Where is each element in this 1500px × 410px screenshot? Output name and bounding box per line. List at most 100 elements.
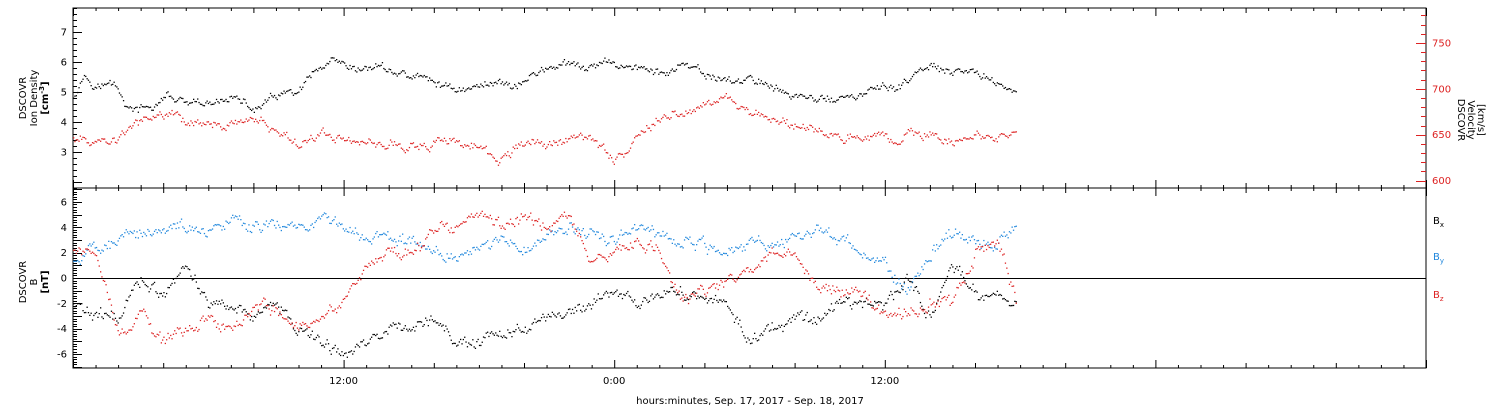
data-point — [585, 237, 587, 239]
data-point — [762, 260, 764, 262]
data-point — [806, 311, 808, 314]
data-point — [843, 295, 845, 297]
data-point — [852, 245, 854, 247]
data-point — [937, 137, 939, 139]
data-point — [147, 286, 149, 288]
data-point — [326, 134, 328, 136]
data-point — [925, 260, 927, 262]
data-point — [930, 260, 932, 262]
data-point — [976, 70, 978, 72]
data-point — [399, 72, 401, 75]
data-point — [232, 214, 234, 216]
data-point — [304, 329, 307, 331]
data-point — [558, 312, 560, 314]
data-point — [389, 139, 392, 141]
data-point — [617, 248, 620, 250]
data-point — [168, 112, 170, 114]
data-point — [416, 145, 419, 148]
data-point — [180, 267, 183, 269]
data-point — [349, 351, 351, 353]
data-point — [611, 235, 613, 238]
data-point — [635, 240, 637, 242]
data-point — [731, 99, 733, 101]
data-point — [925, 136, 927, 138]
data-point — [945, 299, 947, 301]
data-point — [660, 118, 663, 120]
data-point — [892, 298, 895, 301]
data-point — [398, 143, 400, 145]
data-point — [740, 82, 742, 84]
data-point — [609, 236, 611, 238]
data-point — [240, 324, 242, 326]
data-point — [701, 72, 703, 75]
data-point — [464, 252, 466, 254]
data-point — [980, 246, 982, 248]
data-point — [888, 294, 891, 296]
data-point — [607, 292, 609, 294]
data-point — [288, 224, 291, 226]
data-point — [371, 141, 373, 144]
data-point — [468, 87, 470, 89]
data-point — [696, 244, 698, 246]
data-point — [945, 279, 947, 281]
data-point — [147, 106, 149, 108]
data-point — [434, 251, 436, 253]
data-point — [710, 104, 713, 106]
data-point — [164, 114, 166, 116]
data-point — [772, 90, 775, 92]
data-point — [136, 231, 138, 233]
data-point — [975, 290, 977, 292]
data-point — [152, 333, 154, 335]
data-point — [101, 138, 103, 140]
data-point — [325, 314, 327, 316]
data-point — [768, 330, 771, 332]
data-point — [687, 67, 690, 69]
data-point — [824, 97, 826, 100]
data-point — [465, 252, 467, 254]
data-point — [665, 115, 667, 117]
data-point — [640, 304, 642, 306]
data-point — [600, 237, 602, 239]
data-point — [535, 219, 537, 222]
data-point — [875, 88, 877, 90]
data-point — [527, 140, 529, 142]
data-point — [87, 244, 90, 247]
data-point — [449, 257, 451, 259]
data-point — [360, 237, 362, 239]
data-point — [105, 312, 107, 314]
data-point — [206, 100, 208, 102]
data-point — [396, 327, 398, 329]
data-point — [782, 89, 784, 91]
data-point — [162, 99, 164, 101]
data-point — [500, 83, 502, 85]
data-point — [665, 234, 667, 236]
data-point — [964, 239, 966, 241]
data-point — [329, 60, 331, 63]
data-point — [741, 106, 744, 108]
data-point — [837, 99, 839, 101]
data-point — [570, 62, 572, 64]
data-point — [550, 231, 552, 233]
data-point — [627, 66, 629, 68]
data-point — [837, 302, 839, 304]
data-point — [991, 241, 993, 243]
data-point — [273, 224, 276, 227]
data-point — [153, 335, 156, 337]
data-point — [747, 243, 749, 245]
data-point — [82, 310, 84, 312]
data-point — [1002, 298, 1004, 300]
data-point — [387, 231, 389, 233]
data-point — [331, 57, 334, 59]
data-point — [551, 67, 553, 69]
data-point — [292, 94, 295, 96]
data-point — [345, 140, 347, 142]
data-point — [652, 249, 655, 252]
data-point — [814, 128, 816, 130]
data-point — [934, 133, 936, 135]
data-point — [532, 321, 535, 324]
data-point — [294, 329, 296, 332]
data-point — [441, 85, 443, 87]
data-point — [238, 304, 241, 307]
data-point — [220, 225, 222, 227]
data-point — [667, 270, 669, 272]
